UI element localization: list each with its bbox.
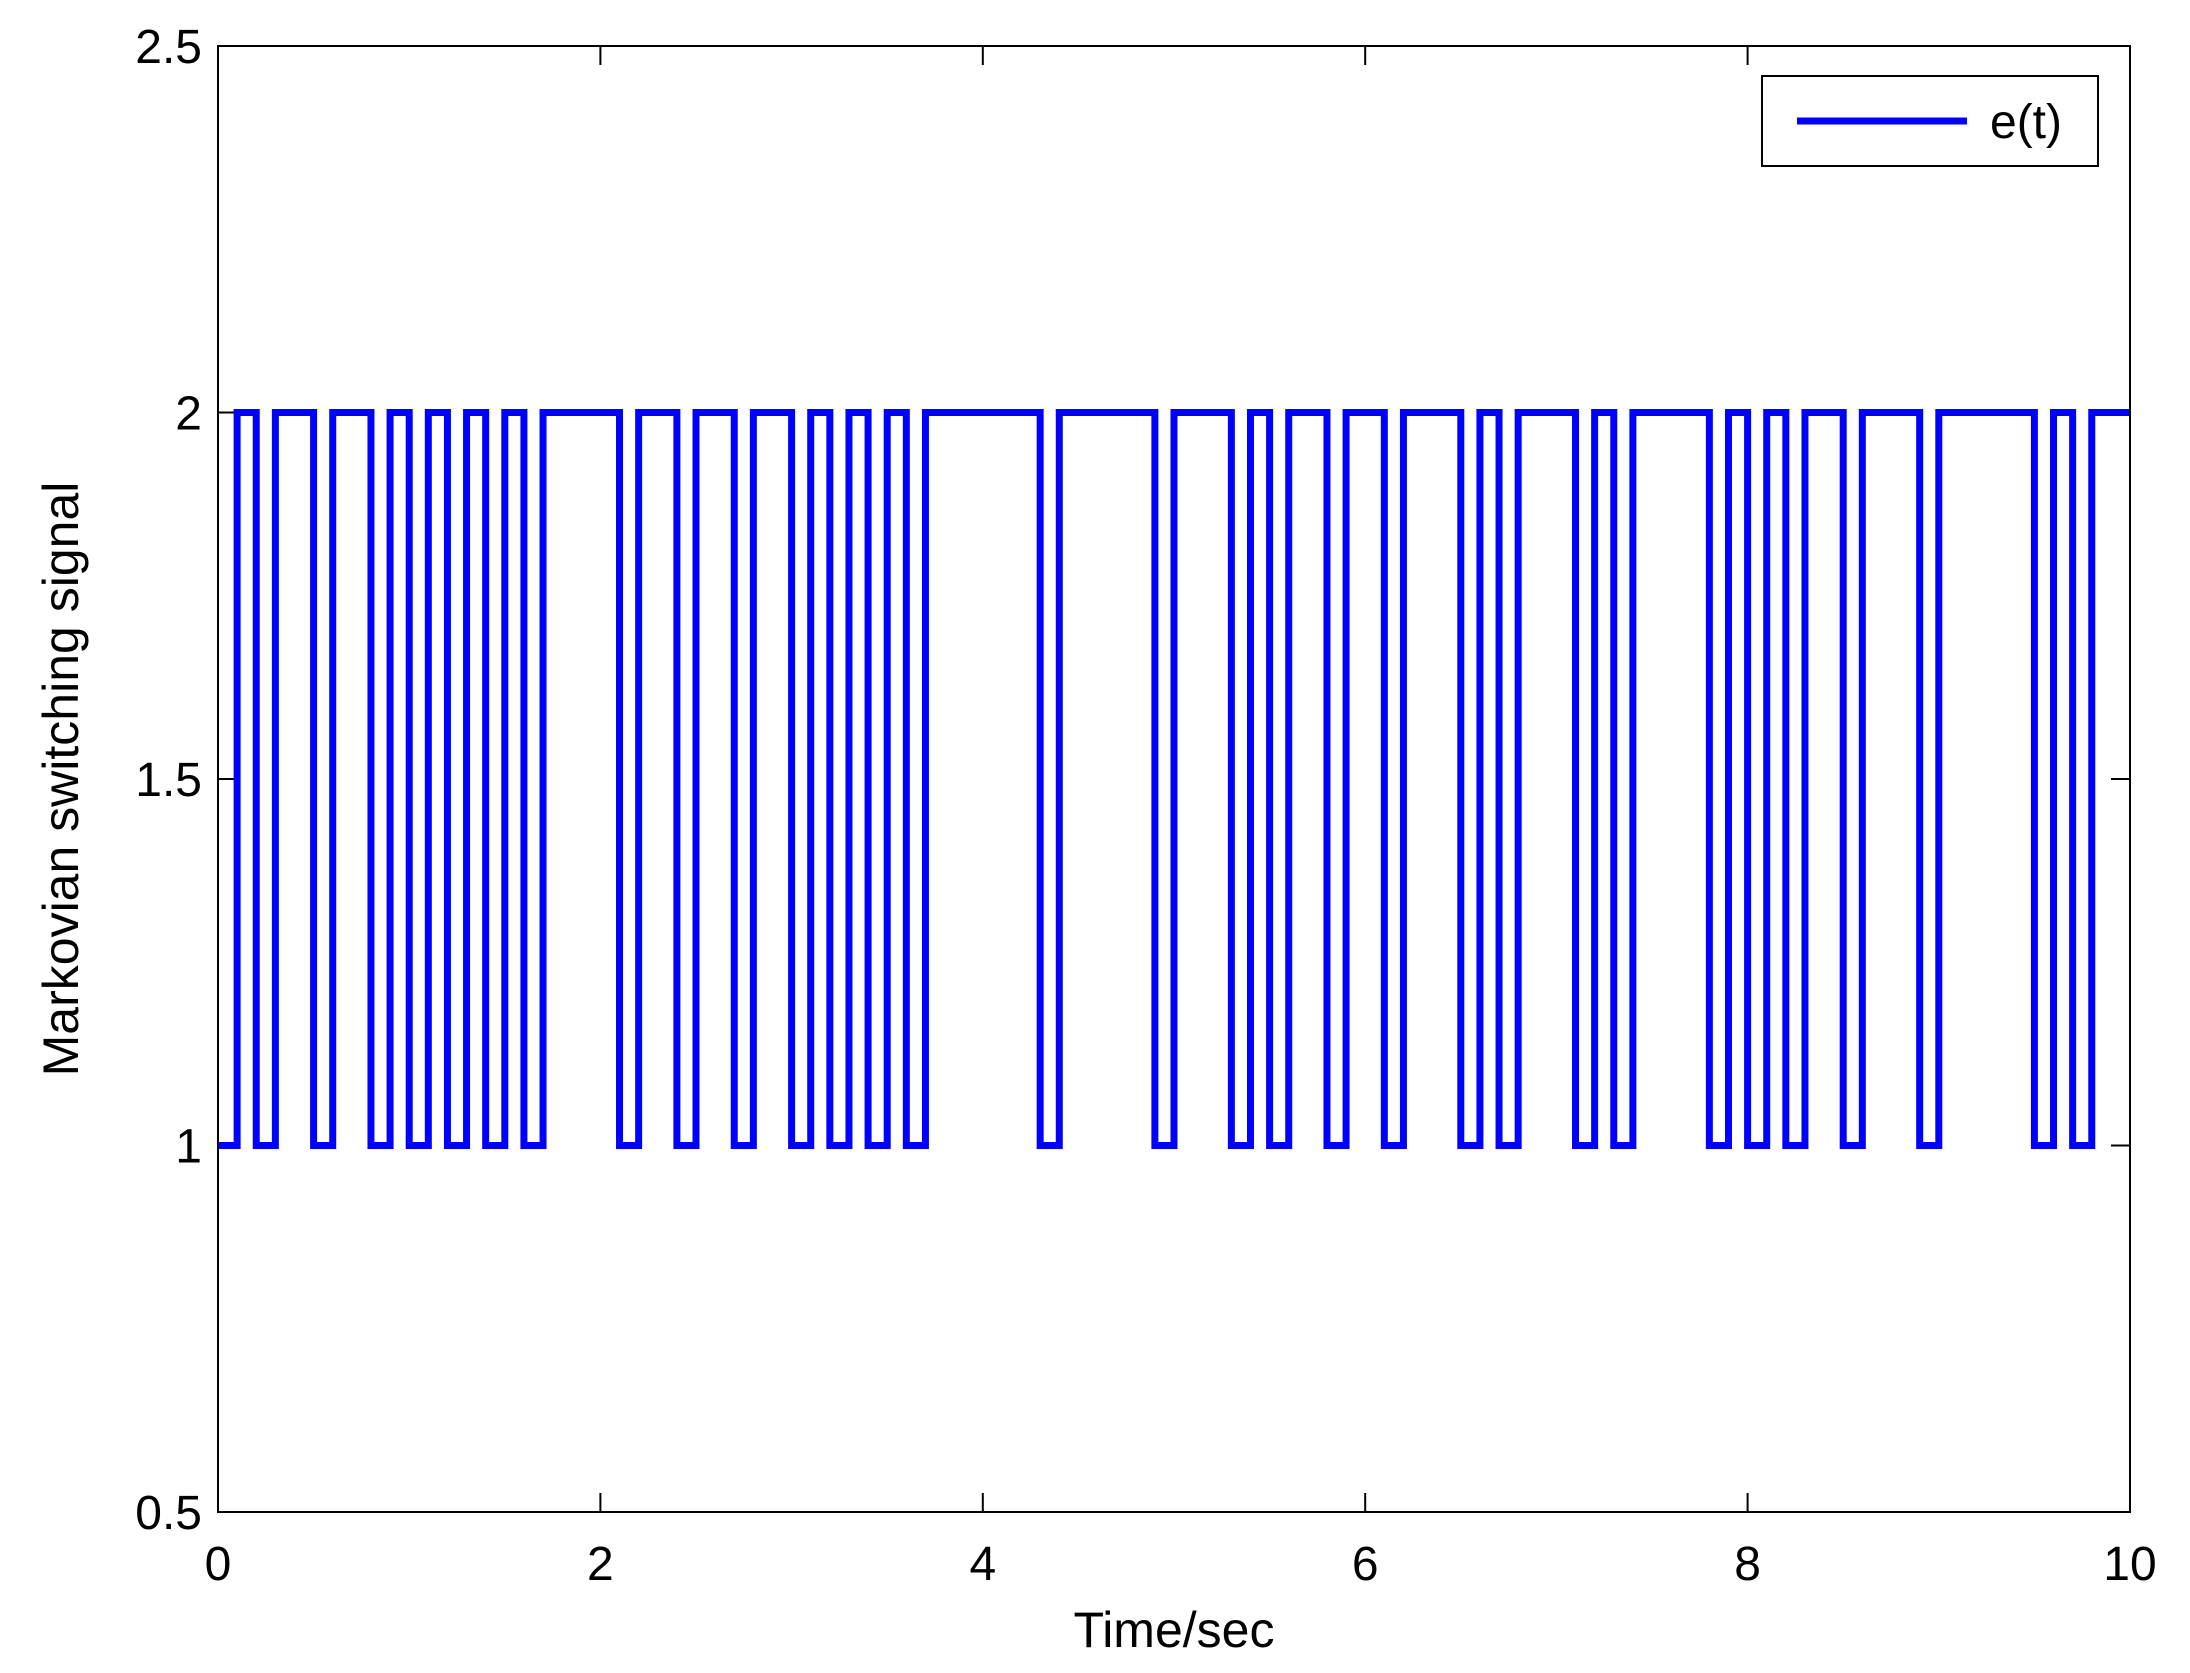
plot-frame (217, 45, 2131, 1513)
y-tick-label: 1 (175, 1121, 202, 1174)
y-tick-label: 1.5 (135, 754, 202, 807)
y-tick-label: 2.5 (135, 21, 202, 74)
series-line-e-t (218, 409, 2130, 1149)
legend: e(t) (1761, 75, 2099, 167)
series-layer (218, 409, 2130, 1149)
y-tick-label: 0.5 (135, 1487, 202, 1540)
x-tick-label: 8 (1734, 1538, 1761, 1591)
x-tick-label: 6 (1352, 1538, 1379, 1591)
x-tick-label: 0 (205, 1538, 232, 1591)
y-axis-title: Markovian switching signal (33, 482, 89, 1077)
legend-label-e-t: e(t) (1990, 96, 2062, 149)
x-tick-label: 4 (969, 1538, 996, 1591)
x-tick-label: 2 (587, 1538, 614, 1591)
x-axis-title: Time/sec (1074, 1602, 1275, 1658)
x-tick-labels: 0 2 4 6 8 10 (205, 1538, 2157, 1591)
y-tick-labels: 0.5 1 1.5 2 2.5 (135, 21, 202, 1540)
x-tick-label: 10 (2103, 1538, 2156, 1591)
y-tick-label: 2 (175, 388, 202, 441)
